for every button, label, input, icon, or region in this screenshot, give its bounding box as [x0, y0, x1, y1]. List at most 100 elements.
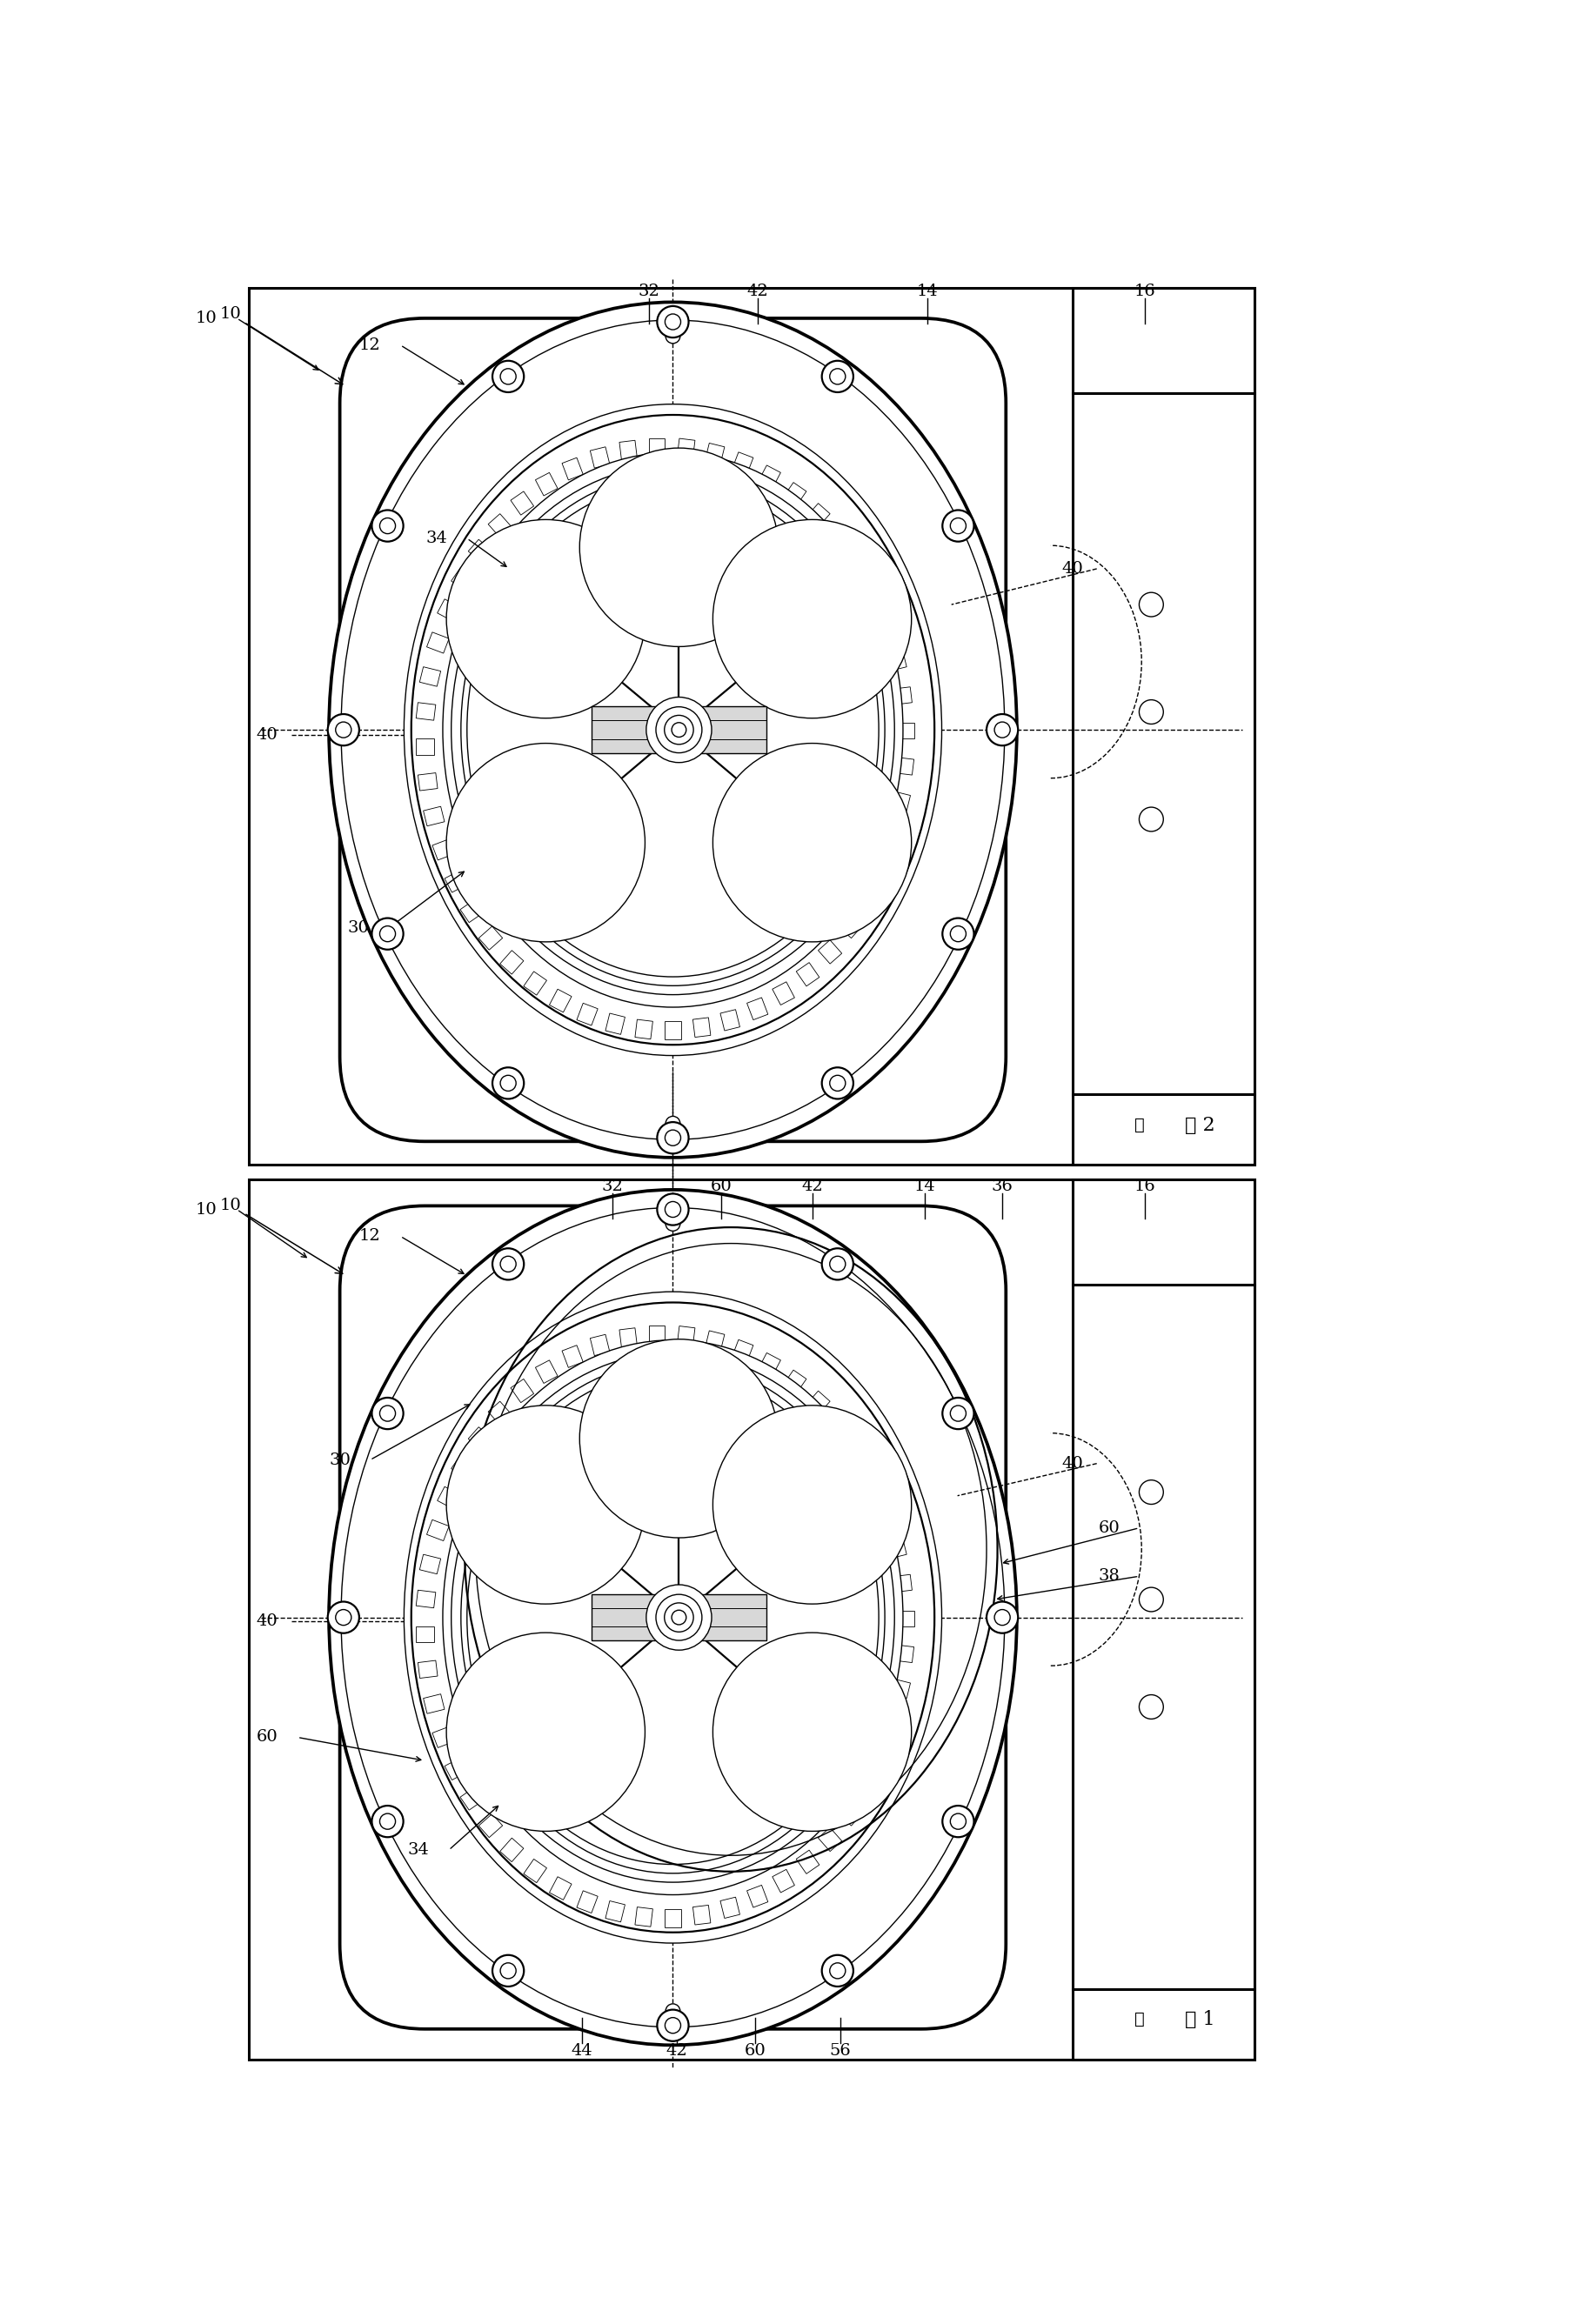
Bar: [817, 1827, 841, 1852]
Circle shape: [665, 314, 681, 330]
Bar: [248, 288, 1253, 1164]
Text: 44: 44: [571, 2043, 593, 2059]
Bar: [783, 1371, 806, 1394]
Bar: [772, 981, 794, 1004]
Circle shape: [371, 1806, 402, 1838]
Circle shape: [942, 1806, 973, 1838]
Bar: [772, 1868, 794, 1892]
Bar: [896, 723, 913, 739]
Circle shape: [949, 1813, 965, 1829]
Bar: [891, 1573, 912, 1592]
Bar: [795, 1850, 819, 1873]
Bar: [451, 567, 475, 590]
Circle shape: [712, 744, 910, 941]
Bar: [619, 439, 637, 460]
Circle shape: [492, 1067, 523, 1099]
Bar: [888, 1678, 910, 1699]
Bar: [417, 1627, 434, 1643]
Bar: [534, 472, 558, 495]
Text: 10: 10: [196, 1202, 217, 1218]
Bar: [720, 1896, 739, 1917]
Bar: [888, 790, 910, 811]
Circle shape: [492, 1248, 523, 1281]
Circle shape: [671, 1611, 685, 1624]
Bar: [817, 939, 841, 964]
Bar: [827, 1415, 850, 1439]
Bar: [418, 1659, 437, 1678]
Bar: [523, 1859, 547, 1882]
Circle shape: [942, 509, 973, 541]
Circle shape: [665, 1215, 679, 1232]
Bar: [880, 825, 902, 846]
Circle shape: [657, 307, 689, 337]
Circle shape: [822, 1248, 854, 1281]
Bar: [445, 869, 467, 892]
Circle shape: [327, 713, 358, 746]
Bar: [511, 1378, 533, 1404]
Circle shape: [665, 2003, 679, 2017]
Circle shape: [665, 330, 679, 344]
Bar: [894, 1645, 913, 1662]
Bar: [692, 1018, 711, 1037]
Circle shape: [712, 521, 910, 718]
Bar: [891, 688, 912, 704]
Text: 60: 60: [711, 1178, 731, 1195]
Bar: [795, 962, 819, 985]
Text: 60: 60: [1097, 1520, 1119, 1536]
Bar: [894, 758, 913, 774]
Circle shape: [665, 1116, 679, 1132]
Circle shape: [830, 1257, 846, 1271]
Bar: [420, 667, 440, 686]
Bar: [747, 997, 767, 1020]
Circle shape: [665, 2017, 681, 2033]
Text: 42: 42: [802, 1178, 822, 1195]
Circle shape: [580, 449, 778, 646]
Bar: [577, 1892, 597, 1913]
Circle shape: [646, 697, 711, 762]
Text: 32: 32: [638, 284, 659, 300]
Bar: [733, 453, 753, 474]
Text: 36: 36: [990, 1178, 1012, 1195]
Circle shape: [663, 716, 693, 744]
Ellipse shape: [443, 453, 902, 1006]
Bar: [838, 1801, 861, 1827]
Bar: [733, 1339, 753, 1362]
Circle shape: [830, 1964, 846, 1978]
Circle shape: [657, 1195, 689, 1225]
Circle shape: [500, 370, 516, 383]
Ellipse shape: [451, 1353, 894, 1882]
Bar: [478, 927, 503, 951]
Bar: [534, 1360, 558, 1383]
Bar: [838, 913, 861, 939]
Text: 图 2: 图 2: [1184, 1116, 1214, 1134]
Bar: [885, 1538, 905, 1559]
Circle shape: [663, 1604, 693, 1631]
Bar: [500, 951, 523, 974]
Text: 16: 16: [1133, 284, 1155, 300]
Text: 14: 14: [913, 1178, 935, 1195]
Bar: [432, 1727, 454, 1748]
Text: 图 1: 图 1: [1184, 2010, 1214, 2029]
Circle shape: [580, 1339, 778, 1538]
Ellipse shape: [451, 465, 894, 995]
Circle shape: [942, 918, 973, 951]
Text: 12: 12: [358, 1229, 380, 1243]
Circle shape: [371, 509, 402, 541]
Bar: [591, 1594, 766, 1641]
Circle shape: [657, 1122, 689, 1153]
Circle shape: [446, 1406, 645, 1604]
Bar: [720, 1009, 739, 1030]
Circle shape: [646, 1585, 711, 1650]
Circle shape: [986, 713, 1017, 746]
Ellipse shape: [410, 1301, 934, 1931]
Text: 10: 10: [220, 307, 343, 383]
Bar: [747, 1885, 767, 1908]
Bar: [468, 539, 492, 562]
Bar: [855, 1773, 879, 1796]
Text: 42: 42: [747, 284, 769, 300]
Text: 14: 14: [916, 284, 937, 300]
Circle shape: [949, 518, 965, 535]
Bar: [704, 444, 725, 465]
Circle shape: [500, 1076, 516, 1090]
Bar: [704, 1332, 725, 1353]
